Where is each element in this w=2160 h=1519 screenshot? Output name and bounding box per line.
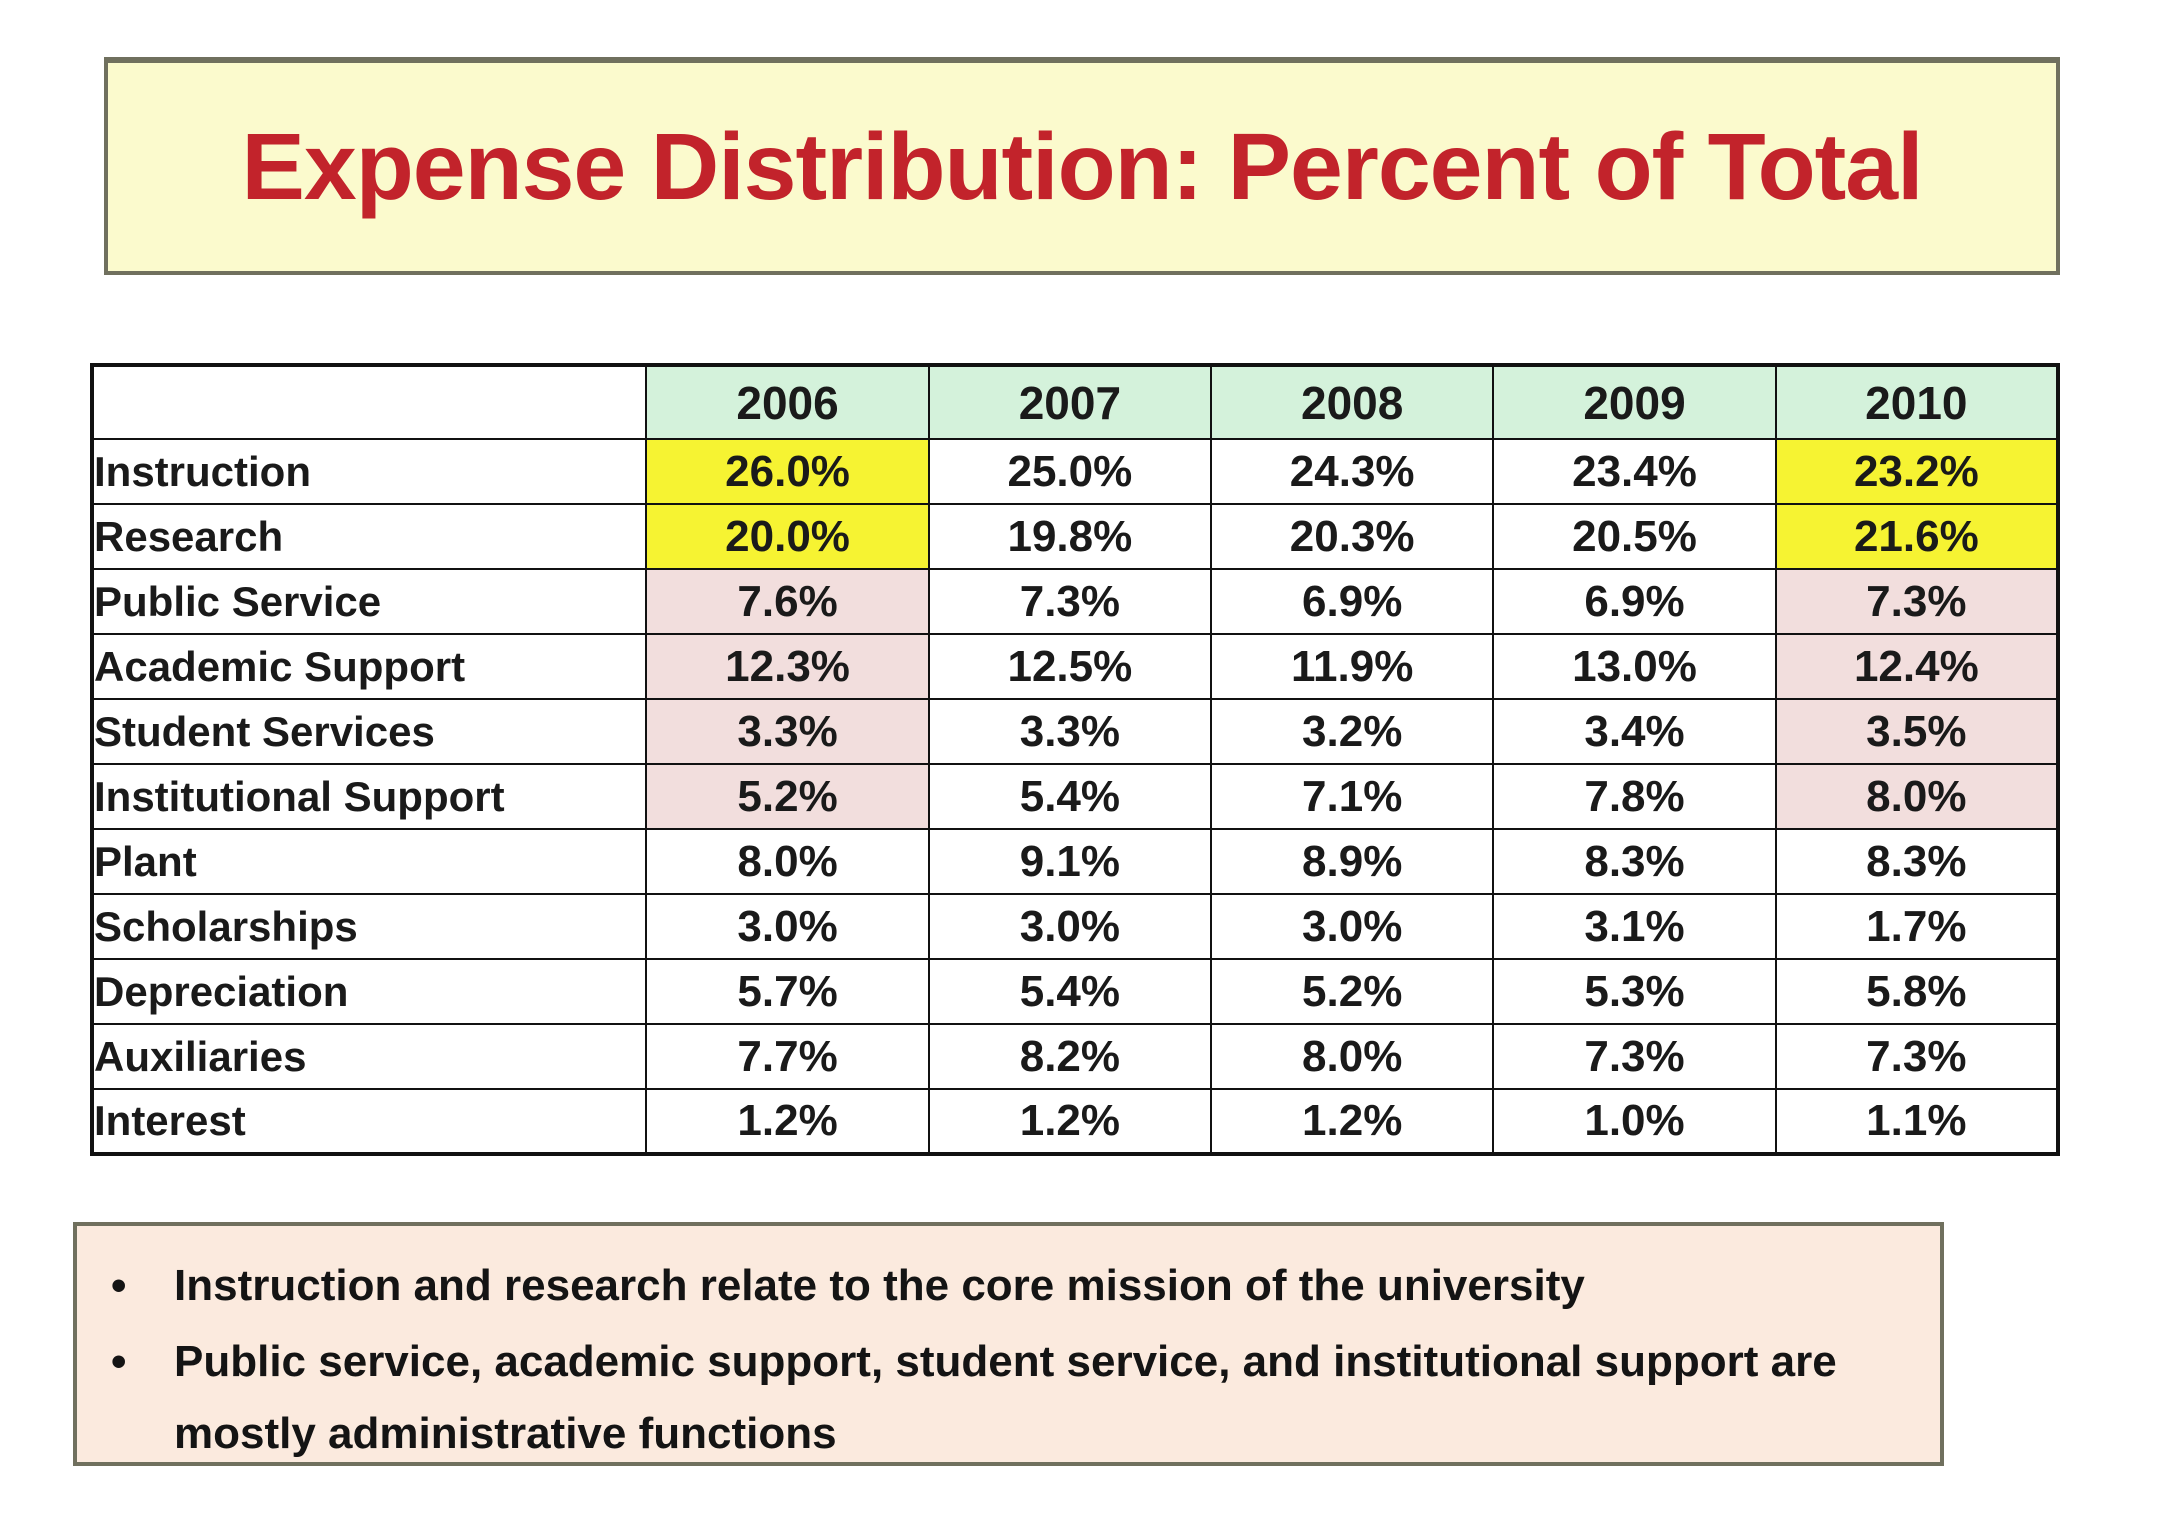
note-text: Instruction and research relate to the c… (174, 1261, 1585, 1310)
value-cell: 23.2% (1774, 438, 2060, 505)
value-cell: 5.3% (1492, 958, 1777, 1025)
value-cell: 25.0% (927, 438, 1213, 505)
notes-box: • Instruction and research relate to the… (73, 1222, 1944, 1466)
value-cell: 3.4% (1492, 698, 1777, 765)
table-row: Academic Support 12.3% 12.5% 11.9% 13.0%… (90, 633, 2060, 700)
note-item: • Instruction and research relate to the… (77, 1250, 1874, 1322)
row-label: Depreciation (90, 958, 648, 1025)
table-row: Scholarships 3.0% 3.0% 3.0% 3.1% 1.7% (90, 893, 2060, 960)
value-cell: 19.8% (927, 503, 1213, 570)
value-cell: 1.7% (1774, 893, 2060, 960)
value-cell: 3.0% (927, 893, 1213, 960)
table-row: Interest 1.2% 1.2% 1.2% 1.0% 1.1% (90, 1088, 2060, 1155)
value-cell: 8.0% (645, 828, 930, 895)
value-cell: 24.3% (1210, 438, 1495, 505)
value-cell: 1.2% (645, 1088, 930, 1155)
expense-table: 2006 2007 2008 2009 2010 Instruction 26.… (90, 363, 2060, 1156)
note-text: Public service, academic support, studen… (174, 1337, 1837, 1458)
value-cell: 7.3% (1492, 1023, 1777, 1090)
value-cell: 1.0% (1492, 1088, 1777, 1155)
value-cell: 3.0% (1210, 893, 1495, 960)
row-label: Plant (90, 828, 648, 895)
value-cell: 7.3% (1774, 568, 2060, 635)
value-cell: 8.3% (1492, 828, 1777, 895)
value-cell: 8.0% (1210, 1023, 1495, 1090)
value-cell: 8.0% (1774, 763, 2060, 830)
year-header-2007: 2007 (927, 364, 1213, 440)
bullet-icon: • (111, 1261, 127, 1310)
value-cell: 8.3% (1774, 828, 2060, 895)
page-title: Expense Distribution: Percent of Total (241, 113, 1924, 220)
value-cell: 7.3% (927, 568, 1213, 635)
table-row: Student Services 3.3% 3.3% 3.2% 3.4% 3.5… (90, 698, 2060, 765)
table-row: Auxiliaries 7.7% 8.2% 8.0% 7.3% 7.3% (90, 1023, 2060, 1090)
row-label: Research (90, 503, 648, 570)
year-header-2006: 2006 (645, 364, 930, 440)
value-cell: 8.9% (1210, 828, 1495, 895)
value-cell: 5.4% (927, 958, 1213, 1025)
title-banner: Expense Distribution: Percent of Total (104, 57, 2060, 275)
corner-cell (90, 364, 648, 440)
value-cell: 7.6% (645, 568, 930, 635)
value-cell: 12.3% (645, 633, 930, 700)
table-header-row: 2006 2007 2008 2009 2010 (90, 364, 2060, 440)
value-cell: 6.9% (1210, 568, 1495, 635)
value-cell: 5.2% (1210, 958, 1495, 1025)
row-label: Interest (90, 1088, 648, 1155)
value-cell: 3.3% (645, 698, 930, 765)
value-cell: 1.2% (927, 1088, 1213, 1155)
value-cell: 7.8% (1492, 763, 1777, 830)
value-cell: 21.6% (1774, 503, 2060, 570)
table-row: Public Service 7.6% 7.3% 6.9% 6.9% 7.3% (90, 568, 2060, 635)
value-cell: 12.4% (1774, 633, 2060, 700)
year-header-2009: 2009 (1492, 364, 1777, 440)
table-row: Instruction 26.0% 25.0% 24.3% 23.4% 23.2… (90, 438, 2060, 505)
value-cell: 5.2% (645, 763, 930, 830)
table-row: Depreciation 5.7% 5.4% 5.2% 5.3% 5.8% (90, 958, 2060, 1025)
value-cell: 3.5% (1774, 698, 2060, 765)
note-item: • Public service, academic support, stud… (77, 1326, 1874, 1470)
value-cell: 6.9% (1492, 568, 1777, 635)
value-cell: 12.5% (927, 633, 1213, 700)
value-cell: 5.4% (927, 763, 1213, 830)
year-header-2010: 2010 (1774, 364, 2060, 440)
value-cell: 5.7% (645, 958, 930, 1025)
notes-list: • Instruction and research relate to the… (77, 1250, 1900, 1470)
value-cell: 13.0% (1492, 633, 1777, 700)
value-cell: 7.7% (645, 1023, 930, 1090)
row-label: Scholarships (90, 893, 648, 960)
value-cell: 9.1% (927, 828, 1213, 895)
value-cell: 1.2% (1210, 1088, 1495, 1155)
value-cell: 20.0% (645, 503, 930, 570)
year-header-2008: 2008 (1210, 364, 1495, 440)
value-cell: 3.1% (1492, 893, 1777, 960)
value-cell: 20.3% (1210, 503, 1495, 570)
value-cell: 3.0% (645, 893, 930, 960)
value-cell: 7.1% (1210, 763, 1495, 830)
row-label: Academic Support (90, 633, 648, 700)
row-label: Student Services (90, 698, 648, 765)
row-label: Auxiliaries (90, 1023, 648, 1090)
value-cell: 26.0% (645, 438, 930, 505)
value-cell: 1.1% (1774, 1088, 2060, 1155)
table-row: Institutional Support 5.2% 5.4% 7.1% 7.8… (90, 763, 2060, 830)
row-label: Public Service (90, 568, 648, 635)
value-cell: 7.3% (1774, 1023, 2060, 1090)
value-cell: 3.2% (1210, 698, 1495, 765)
value-cell: 23.4% (1492, 438, 1777, 505)
value-cell: 20.5% (1492, 503, 1777, 570)
value-cell: 8.2% (927, 1023, 1213, 1090)
value-cell: 11.9% (1210, 633, 1495, 700)
value-cell: 3.3% (927, 698, 1213, 765)
row-label: Institutional Support (90, 763, 648, 830)
table-row: Plant 8.0% 9.1% 8.9% 8.3% 8.3% (90, 828, 2060, 895)
bullet-icon: • (111, 1337, 127, 1386)
value-cell: 5.8% (1774, 958, 2060, 1025)
row-label: Instruction (90, 438, 648, 505)
table-row: Research 20.0% 19.8% 20.3% 20.5% 21.6% (90, 503, 2060, 570)
